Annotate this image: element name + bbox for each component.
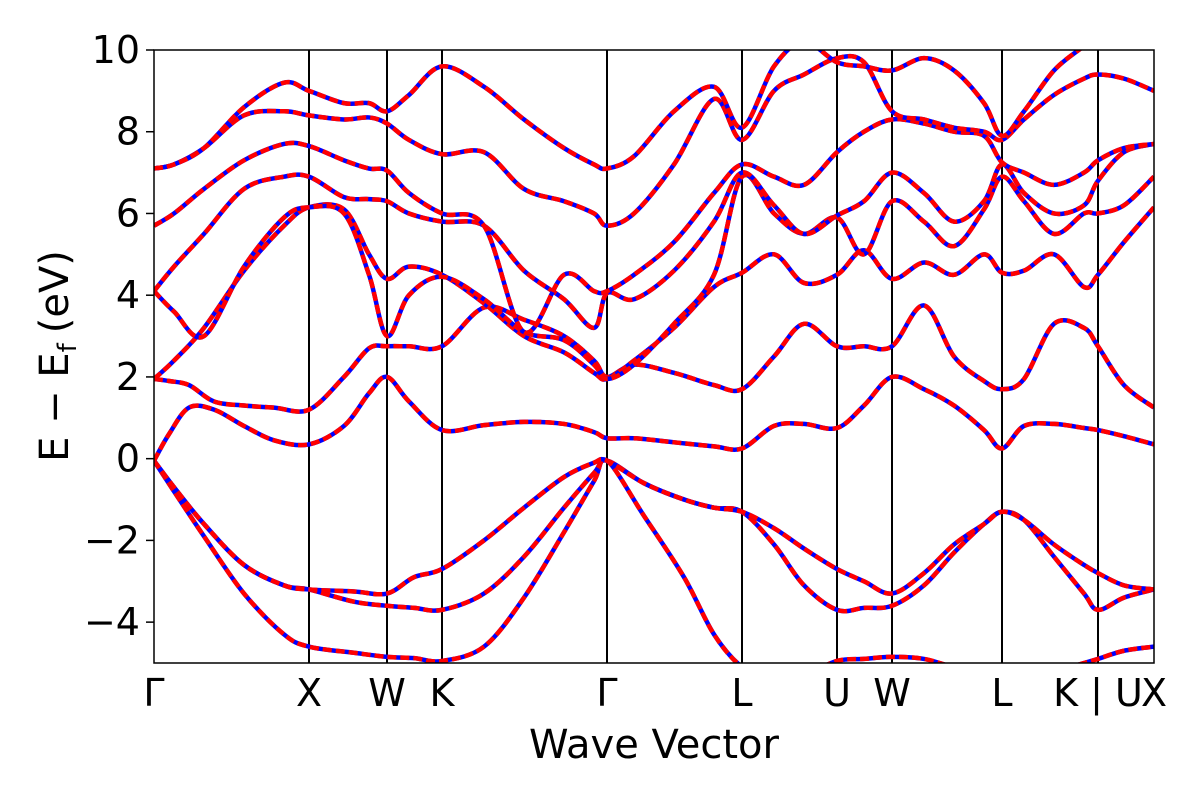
band-line-red-dashed [154,116,1154,335]
y-tick-label: −4 [84,600,140,644]
band-line-red-dashed [154,374,1154,462]
band-line-blue [154,303,1154,414]
x-tick-label: U [823,671,851,715]
x-tick-label: X [296,671,322,715]
band-line-red-dashed [154,50,1083,172]
band-line-red-dashed [154,303,1154,414]
x-tick-label: Γ [596,671,617,715]
y-tick-label: 8 [116,110,140,154]
x-tick-label: L [731,671,752,715]
x-tick-label: L [991,671,1012,715]
high-symmetry-lines [308,50,1099,663]
x-tick-label: K | U [1053,671,1143,716]
x-tick-label: K [430,671,456,715]
x-tick-label: Γ [143,671,164,715]
y-axis-label-sub: f [53,342,83,352]
band-line-blue [154,116,1154,335]
y-tick-label: 10 [92,28,140,72]
band-line-blue [154,457,1154,663]
y-axis-label-unit: (eV) [32,250,78,333]
band-line-blue [154,141,1154,331]
band-line-red-dashed [154,202,1154,382]
plot-frame [153,49,1155,664]
y-tick-label: 6 [116,191,140,235]
x-tick-label: W [368,671,406,715]
band-line-red-dashed [154,141,1154,331]
band-line-red-dashed [154,172,1154,382]
y-axis-ticks: 10 8 6 4 2 0 −2 −4 [84,28,154,644]
band-line-red-dashed [154,457,1154,663]
band-line-blue [154,456,1154,597]
y-axis-label: E − Ef (eV) [32,250,83,462]
y-axis-label-main: E − E [32,352,78,462]
band-lines [154,50,1154,663]
x-tick-label: X [1141,671,1167,715]
y-tick-label: −2 [84,518,140,562]
band-line-blue [154,53,1154,228]
band-line-blue [154,202,1154,382]
x-axis-label: Wave Vector [529,722,780,768]
y-tick-label: 4 [116,273,140,317]
band-line-red-dashed [154,53,1154,228]
band-line-red-dashed [154,456,1154,597]
x-tick-label: W [873,671,911,715]
y-tick-label: 0 [116,437,140,481]
y-tick-label: 2 [116,355,140,399]
